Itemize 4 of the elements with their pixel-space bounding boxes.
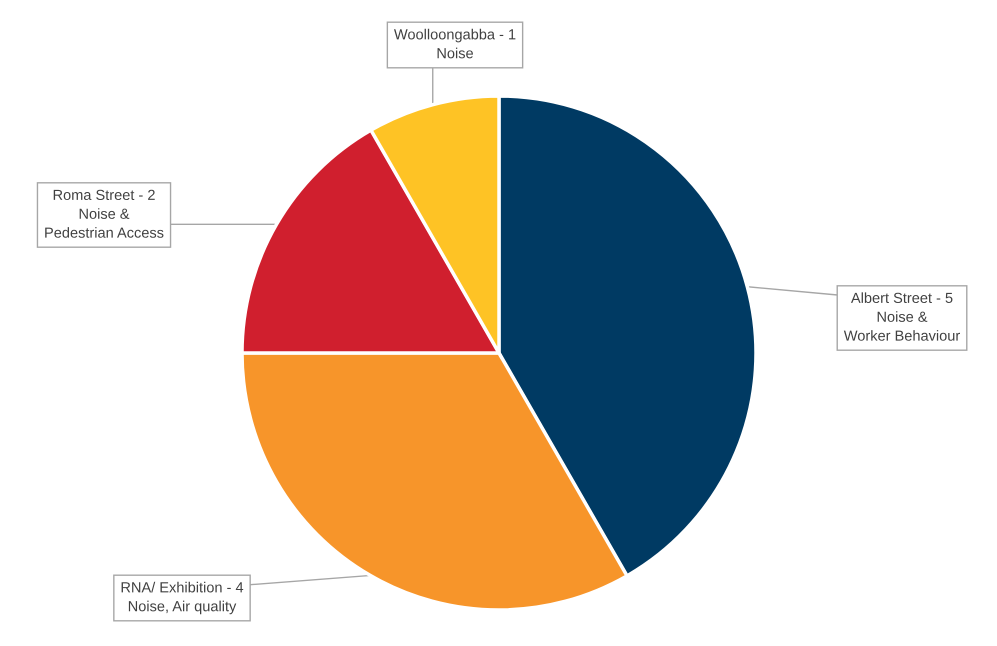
slice-label: Albert Street - 5 Noise & Worker Behaviour	[844, 292, 960, 341]
slice-label: Roma Street - 2 Noise & Pedestrian Access	[45, 190, 164, 238]
slice-label: Woolloongabba - 1 Noise	[394, 28, 516, 58]
slice-label: RNA/ Exhibition - 4 Noise, Air quality	[122, 582, 244, 614]
